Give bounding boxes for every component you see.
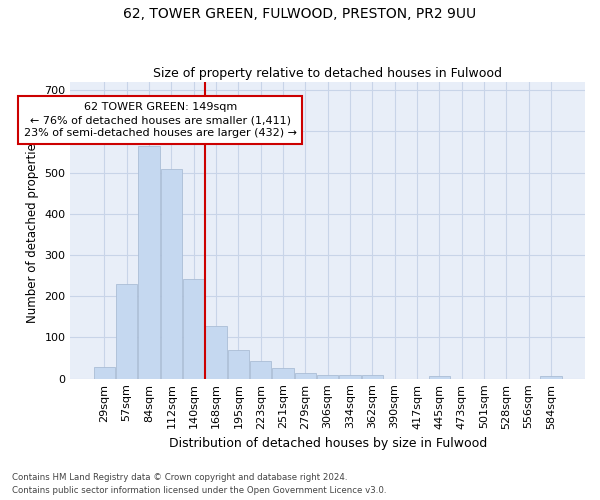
Text: 62 TOWER GREEN: 149sqm
← 76% of detached houses are smaller (1,411)
23% of semi-: 62 TOWER GREEN: 149sqm ← 76% of detached… xyxy=(23,102,296,138)
Y-axis label: Number of detached properties: Number of detached properties xyxy=(26,138,39,324)
Bar xyxy=(205,326,227,378)
Bar xyxy=(429,376,450,378)
Text: 62, TOWER GREEN, FULWOOD, PRESTON, PR2 9UU: 62, TOWER GREEN, FULWOOD, PRESTON, PR2 9… xyxy=(124,8,476,22)
Bar xyxy=(250,362,271,378)
Bar xyxy=(161,168,182,378)
Bar xyxy=(228,350,249,378)
Bar xyxy=(362,374,383,378)
Bar xyxy=(541,376,562,378)
Bar xyxy=(94,367,115,378)
Bar xyxy=(295,372,316,378)
Bar xyxy=(317,374,338,378)
Bar xyxy=(116,284,137,378)
Bar xyxy=(183,278,204,378)
Text: Contains HM Land Registry data © Crown copyright and database right 2024.
Contai: Contains HM Land Registry data © Crown c… xyxy=(12,474,386,495)
Title: Size of property relative to detached houses in Fulwood: Size of property relative to detached ho… xyxy=(153,66,502,80)
Bar xyxy=(272,368,293,378)
Bar xyxy=(340,374,361,378)
Bar xyxy=(139,146,160,378)
X-axis label: Distribution of detached houses by size in Fulwood: Distribution of detached houses by size … xyxy=(169,437,487,450)
